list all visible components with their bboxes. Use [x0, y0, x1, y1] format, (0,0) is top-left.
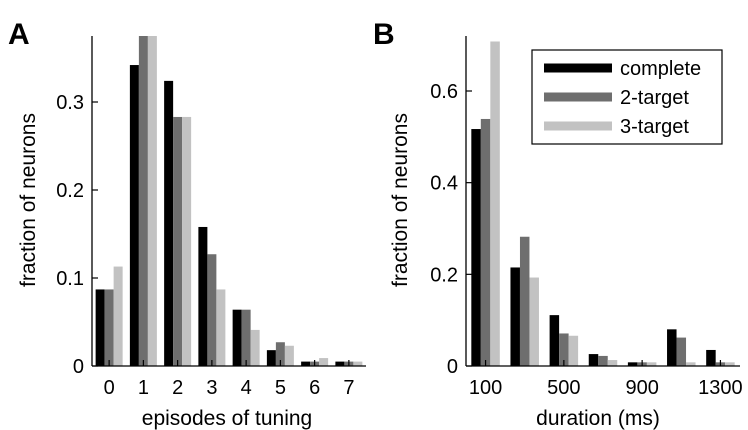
x-tick-label-b-1300: 1300 — [698, 377, 743, 399]
bar-a-complete-5 — [266, 350, 276, 366]
x-tick-label-a-6: 6 — [309, 377, 320, 399]
panel-a-xlabel: episodes of tuning — [142, 407, 312, 430]
bar-b-2-target-1100 — [676, 337, 687, 366]
panel-a-plot: 0 0.1 0.2 0.3 0 1 2 3 4 5 6 7 — [56, 36, 366, 399]
bar-a-3-target-4 — [250, 329, 260, 366]
bar-a-2-target-0 — [104, 289, 114, 366]
bar-a-2-target-3 — [207, 254, 217, 366]
bar-a-3-target-0 — [113, 266, 123, 366]
panel-a-letter: A — [8, 18, 30, 51]
x-tick-label-b-900: 900 — [625, 377, 658, 399]
bar-a-complete-6 — [301, 361, 311, 366]
y-tick-label-a-0.1: 0.1 — [56, 268, 84, 290]
bar-a-3-target-6 — [319, 358, 329, 366]
x-tick-label-a-7: 7 — [343, 377, 354, 399]
bar-a-3-target-7 — [353, 361, 363, 366]
bar-b-3-target-100 — [490, 41, 500, 366]
x-tick-label-b-100: 100 — [469, 377, 502, 399]
bar-a-3-target-1 — [147, 36, 157, 366]
y-tick-label-b-0.2: 0.2 — [430, 264, 458, 286]
legend-label-complete: complete — [620, 58, 701, 80]
bar-a-complete-2 — [164, 80, 174, 366]
bar-b-3-target-1100 — [686, 362, 696, 366]
bar-b-complete-1100 — [667, 329, 677, 366]
bar-a-2-target-5 — [275, 342, 285, 366]
y-tick-label-a-0: 0 — [73, 356, 84, 378]
bar-b-3-target-500 — [568, 335, 579, 366]
bar-b-2-target-300 — [519, 236, 530, 366]
bar-b-complete-1300 — [706, 349, 716, 366]
x-tick-label-a-5: 5 — [275, 377, 286, 399]
bar-b-3-target-300 — [529, 277, 539, 366]
panel-b-ylabel: fraction of neurons — [389, 113, 412, 287]
y-tick-label-b-0.6: 0.6 — [430, 81, 458, 103]
bar-b-3-target-900 — [646, 362, 657, 366]
bar-a-complete-4 — [232, 309, 242, 366]
bar-a-complete-0 — [95, 289, 105, 366]
panel-b-plot: 0 0.2 0.4 0.6 100 500 900 1300 — [430, 36, 743, 399]
panel-b-xlabel: duration (ms) — [536, 407, 660, 430]
bar-a-complete-1 — [129, 65, 139, 366]
legend: complete 2-target 3-target — [531, 49, 723, 145]
legend-label-2-target: 2-target — [620, 87, 689, 109]
bar-a-3-target-5 — [284, 345, 294, 366]
panel-b-letter: B — [373, 18, 395, 51]
x-tick-label-a-1: 1 — [138, 377, 149, 399]
bar-a-2-target-1 — [138, 36, 148, 366]
y-tick-label-a-0.2: 0.2 — [56, 180, 84, 202]
bar-a-2-target-2 — [173, 116, 183, 367]
bar-b-complete-100 — [471, 129, 481, 366]
bar-a-complete-7 — [335, 361, 345, 366]
y-tick-label-a-0.3: 0.3 — [56, 92, 84, 114]
bar-b-2-target-700 — [598, 355, 608, 366]
bar-a-complete-3 — [198, 226, 208, 366]
bar-b-2-target-100 — [480, 118, 491, 367]
panel-b: B fraction of neurons duration (ms) 0 0.2… — [373, 18, 743, 430]
y-tick-label-b-0.4: 0.4 — [430, 173, 458, 195]
panel-a-ylabel: fraction of neurons — [17, 113, 40, 287]
legend-label-3-target: 3-target — [620, 116, 689, 138]
x-tick-label-a-3: 3 — [206, 377, 217, 399]
y-tick-label-b-0: 0 — [447, 356, 458, 378]
x-tick-label-a-2: 2 — [172, 377, 183, 399]
bar-b-3-target-700 — [607, 360, 618, 366]
panel-a: A fraction of neurons episodes of tuning… — [8, 18, 366, 430]
bar-a-3-target-2 — [182, 116, 192, 367]
x-tick-label-a-0: 0 — [104, 377, 115, 399]
bar-a-2-target-4 — [241, 309, 251, 366]
bar-b-complete-500 — [549, 315, 560, 367]
bar-b-2-target-500 — [559, 333, 569, 366]
bar-b-complete-300 — [510, 267, 520, 366]
x-tick-label-b-500: 500 — [547, 377, 580, 399]
x-tick-label-a-4: 4 — [241, 377, 252, 399]
bar-b-complete-900 — [627, 362, 638, 366]
bar-b-complete-700 — [588, 354, 599, 366]
bar-a-3-target-3 — [216, 289, 226, 366]
bar-b-3-target-1300 — [725, 362, 735, 366]
